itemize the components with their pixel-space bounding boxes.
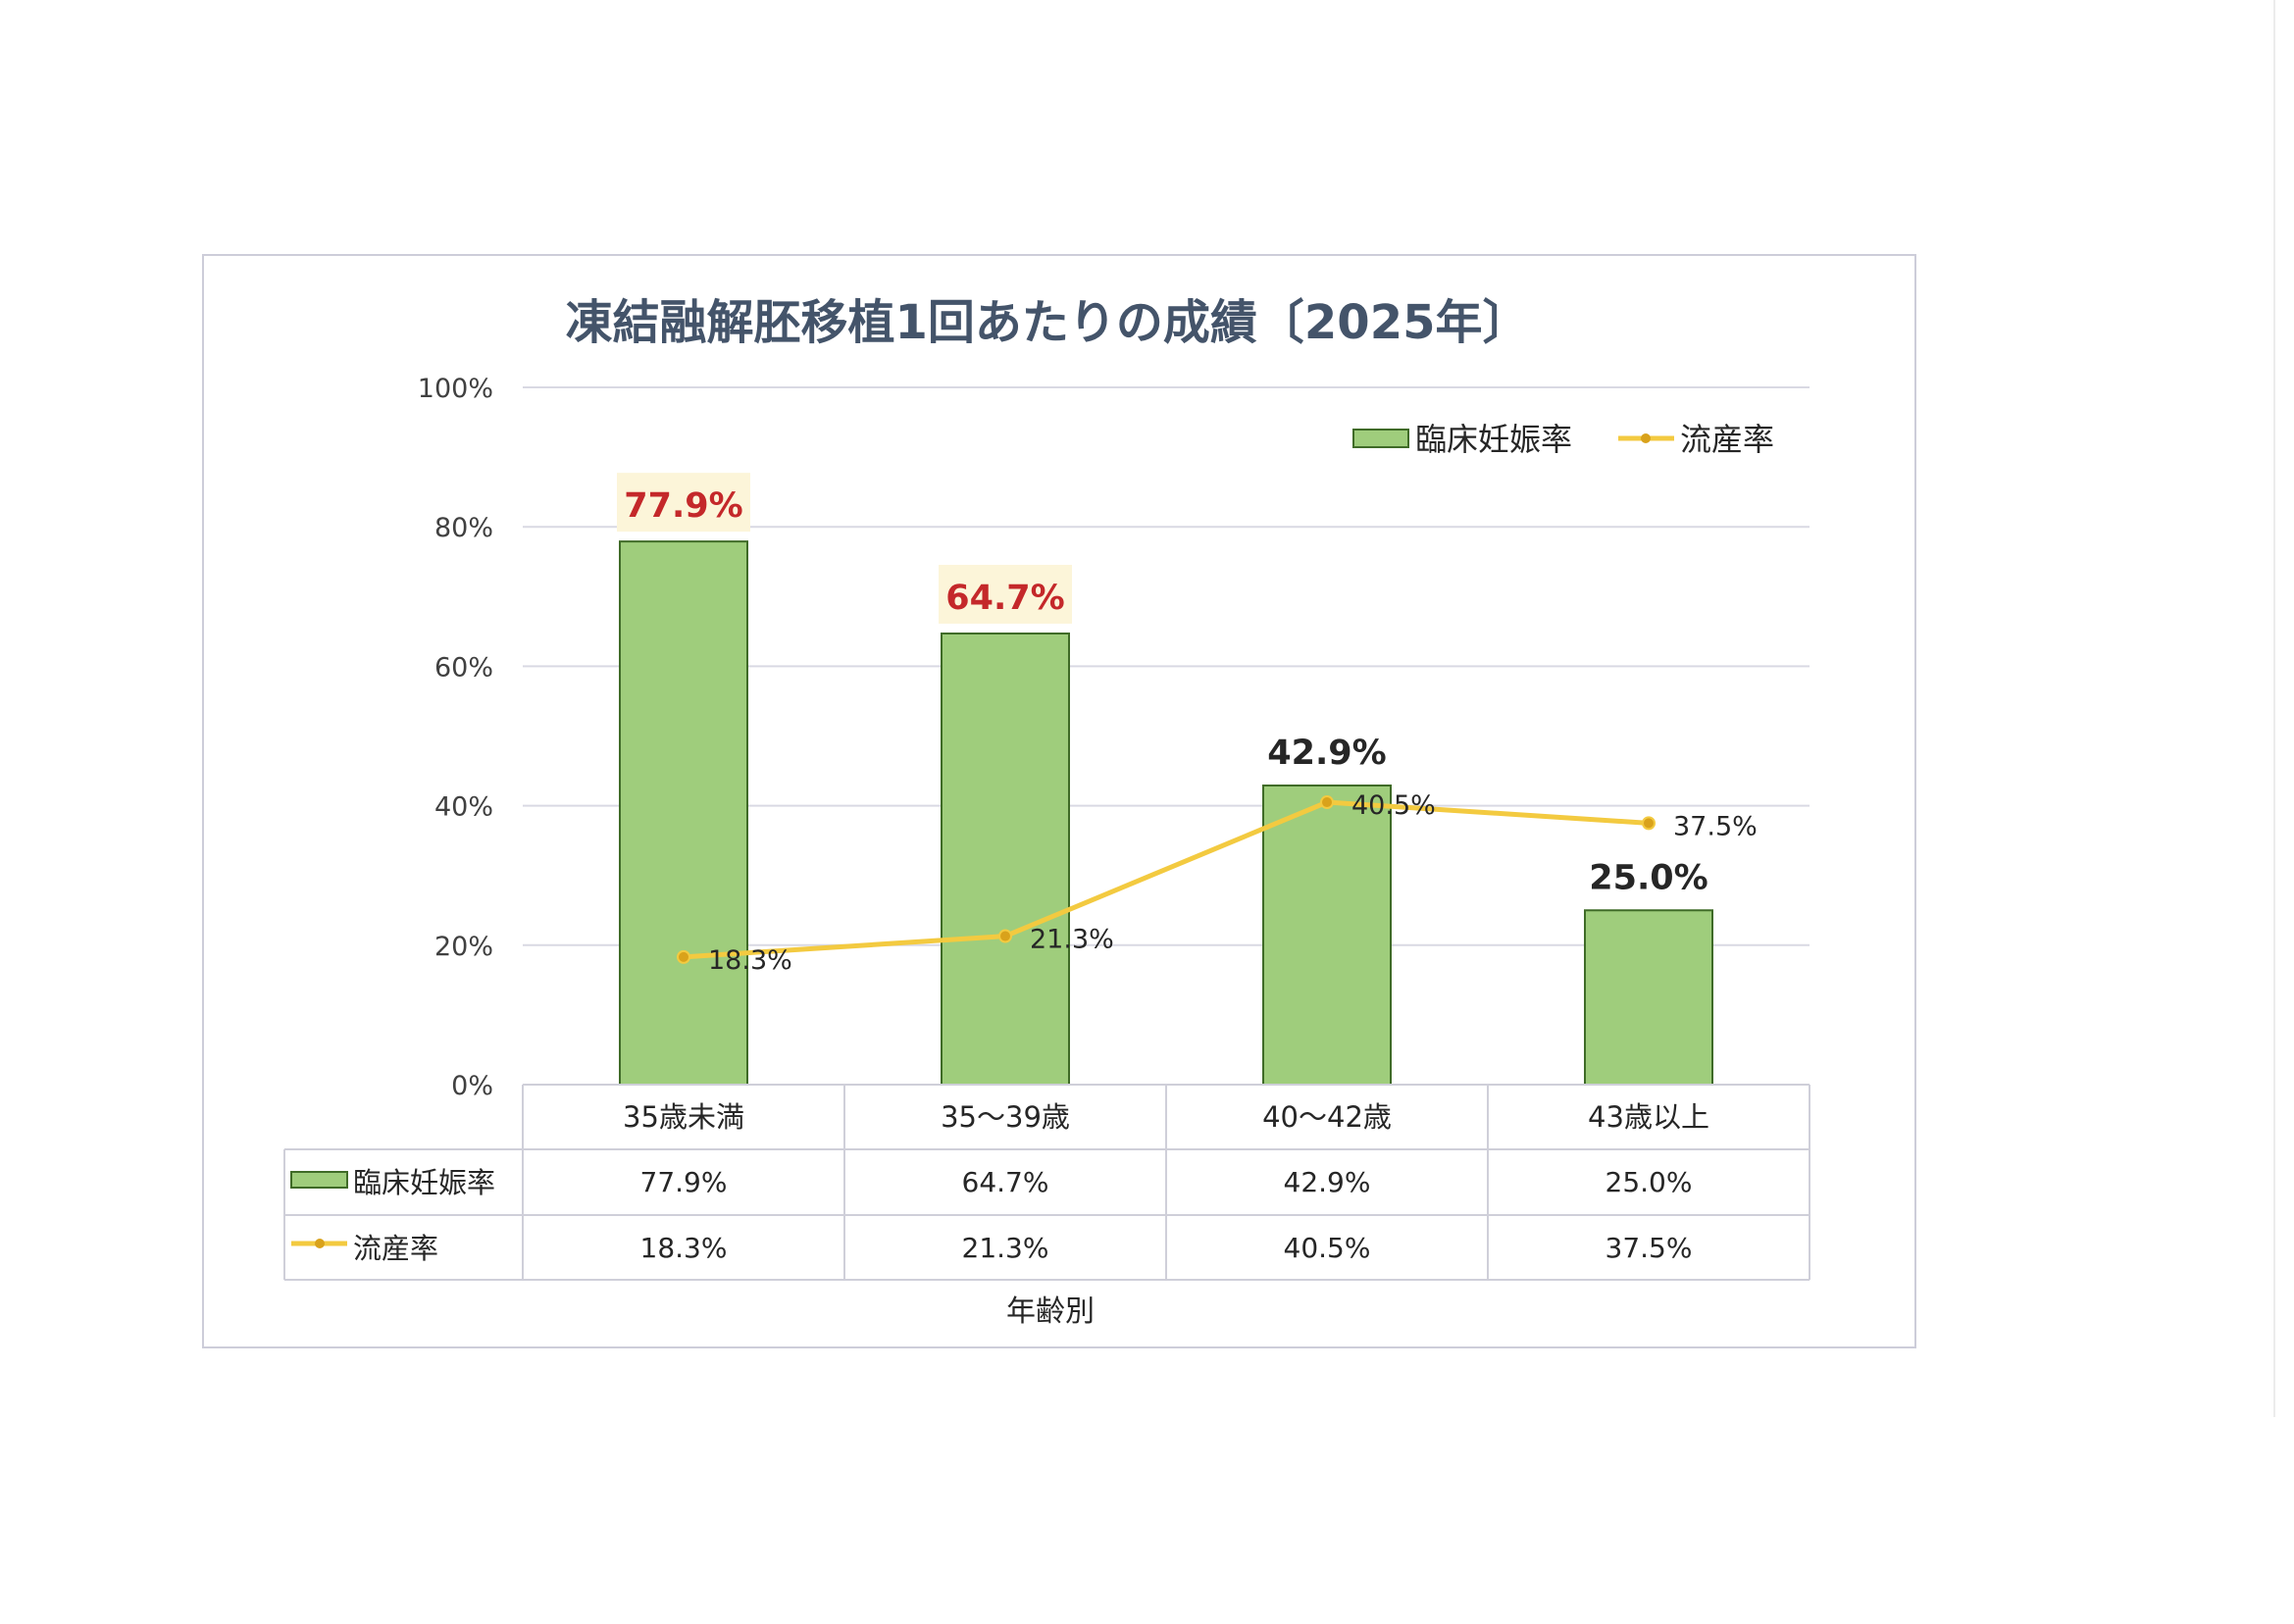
table-cell-value: 42.9% <box>1284 1166 1371 1198</box>
bar-data-label: 42.9% <box>1267 734 1386 773</box>
table-row-label: 流産率 <box>353 1232 438 1265</box>
line-point <box>677 949 690 964</box>
x-axis-title: 年齢別 <box>1006 1294 1095 1329</box>
bar <box>1262 784 1392 1087</box>
category-label: 43歳以上 <box>1588 1100 1709 1134</box>
category-label: 35歳未満 <box>623 1100 744 1134</box>
table-cell-value: 40.5% <box>1284 1232 1371 1264</box>
line-data-label: 37.5% <box>1673 811 1758 841</box>
table-cell-value: 25.0% <box>1606 1166 1693 1198</box>
legend-item-line: 流産率 <box>1618 421 1774 458</box>
table-cell-value: 18.3% <box>640 1232 728 1264</box>
line-series <box>677 795 1656 964</box>
bar <box>1584 909 1713 1086</box>
y-tick-label: 40% <box>434 792 493 823</box>
table-row-label: 臨床妊娠率 <box>353 1166 495 1199</box>
bar-label-highlight-bg <box>617 473 750 533</box>
line-data-label: 18.3% <box>708 945 792 976</box>
line-point <box>1320 795 1334 810</box>
table-cell-value: 21.3% <box>962 1232 1049 1264</box>
chart-title: 凍結融解胚移植1回あたりの成績〔2025年〕 <box>566 295 1530 350</box>
bar-data-label: 77.9% <box>624 486 742 526</box>
line-data-labels: 18.3% 21.3% 40.5% 37.5% <box>708 790 1758 976</box>
line-point <box>998 929 1012 943</box>
legend: 臨床妊娠率 流産率 <box>1352 421 1774 458</box>
table-line-key-marker <box>315 1239 325 1248</box>
legend-line-label: 流産率 <box>1680 421 1774 458</box>
bar-label-highlight-bg <box>939 564 1072 624</box>
table-cell-value: 64.7% <box>962 1166 1049 1198</box>
line-data-label: 21.3% <box>1030 925 1114 955</box>
table-cell-value: 37.5% <box>1606 1232 1693 1264</box>
y-tick-label: 60% <box>434 652 493 683</box>
line-point <box>1642 816 1656 831</box>
line-data-label: 40.5% <box>1351 790 1436 821</box>
y-tick-label: 0% <box>451 1071 493 1101</box>
y-tick-label: 100% <box>418 374 493 404</box>
bar-data-label: 25.0% <box>1589 858 1708 897</box>
y-tick-label: 80% <box>434 513 493 543</box>
bar <box>941 632 1070 1086</box>
table-bar-key <box>290 1171 348 1189</box>
legend-bar-swatch <box>1352 429 1409 448</box>
bar <box>619 540 748 1086</box>
line-path <box>681 799 1652 960</box>
category-label: 40～42歳 <box>1262 1100 1392 1134</box>
category-label: 35～39歳 <box>941 1100 1070 1134</box>
bar-data-label: 64.7% <box>945 579 1064 618</box>
y-axis-tick-labels: 0% 20% 40% 60% 80% 100% <box>418 374 493 1101</box>
bar-data-labels: 77.9% 64.7% 42.9% 25.0% <box>617 473 1708 897</box>
y-tick-label: 20% <box>434 932 493 962</box>
legend-item-bar: 臨床妊娠率 <box>1352 421 1572 458</box>
legend-line-marker <box>1641 433 1651 443</box>
table-cell-value: 77.9% <box>640 1166 728 1198</box>
legend-bar-label: 臨床妊娠率 <box>1415 421 1572 458</box>
